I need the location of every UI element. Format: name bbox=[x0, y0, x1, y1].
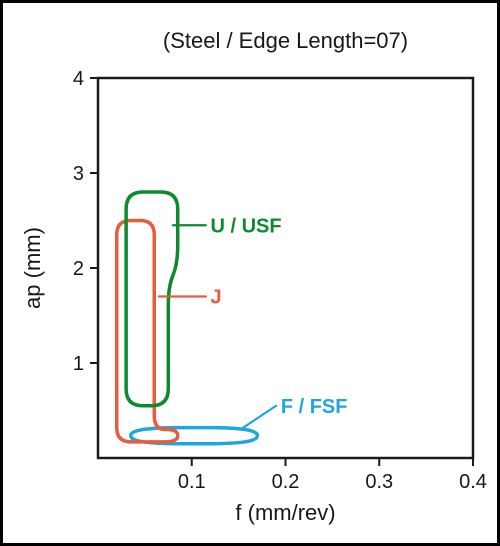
y-axis-label: ap (mm) bbox=[20, 227, 45, 309]
y-tick-label: 2 bbox=[73, 258, 84, 280]
x-tick-label: 0.3 bbox=[365, 471, 393, 493]
y-tick-label: 4 bbox=[73, 68, 84, 90]
x-tick-label: 0.1 bbox=[178, 471, 206, 493]
chart-svg: (Steel / Edge Length=07) 0.1 0.2 0.3 0.4 1 2 3 4… bbox=[3, 3, 497, 543]
label-J: J bbox=[211, 287, 222, 309]
x-axis-label: f (mm/rev) bbox=[235, 500, 335, 525]
chart-frame: (Steel / Edge Length=07) 0.1 0.2 0.3 0.4 1 2 3 4… bbox=[0, 0, 500, 546]
chart-title: (Steel / Edge Length=07) bbox=[163, 28, 408, 53]
x-tick-label: 0.4 bbox=[459, 471, 487, 493]
y-tick-label: 3 bbox=[73, 163, 84, 185]
label-F_FSF: F / FSF bbox=[281, 396, 348, 418]
label-U_USF: U / USF bbox=[211, 215, 282, 237]
x-tick-label: 0.2 bbox=[272, 471, 300, 493]
y-tick-label: 1 bbox=[73, 353, 84, 375]
